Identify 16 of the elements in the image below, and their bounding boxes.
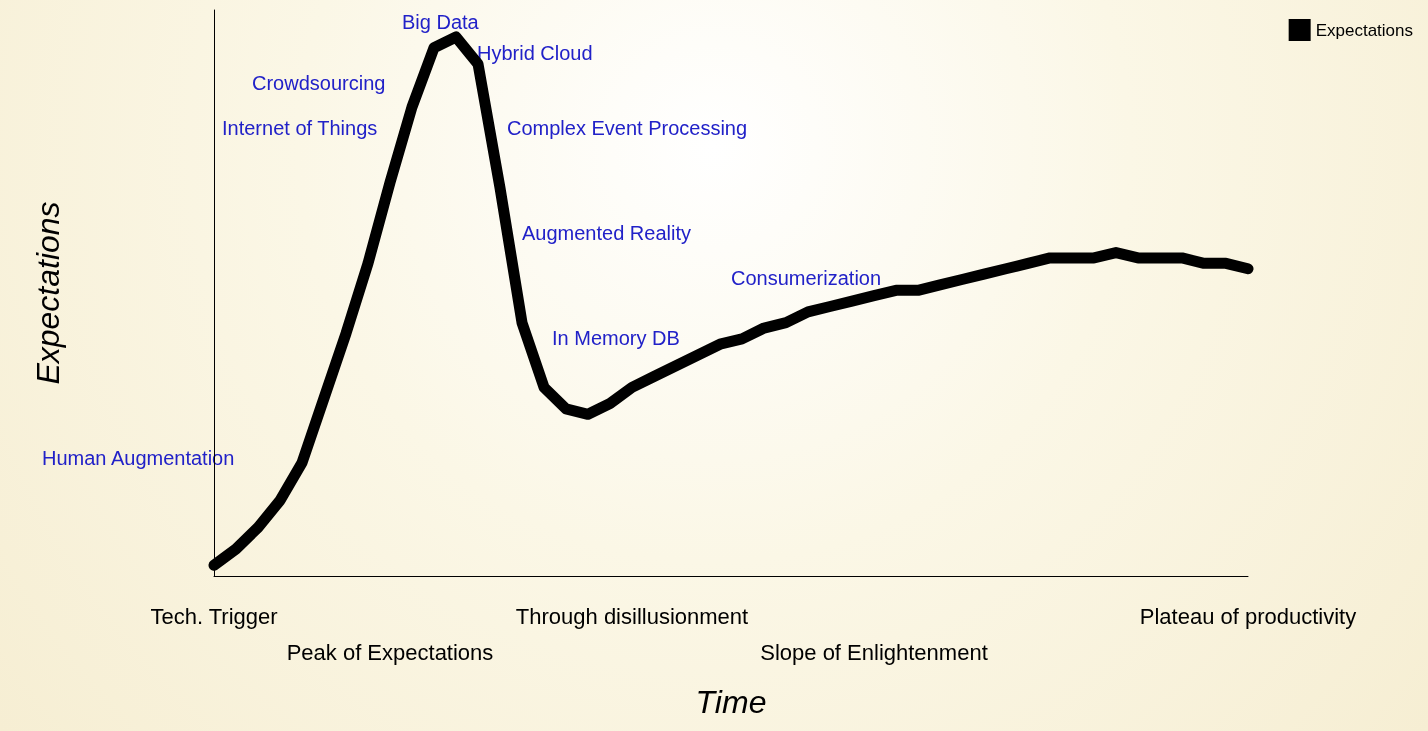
y-axis-title: Expectations [30, 201, 66, 385]
x-axis-title: Time [695, 684, 767, 720]
x-tick-label: Slope of Enlightenment [760, 639, 988, 665]
annotation: Consumerization [731, 267, 882, 289]
annotation: Augmented Reality [522, 222, 691, 244]
annotation: Hybrid Cloud [477, 42, 593, 64]
annotation: Internet of Things [222, 117, 378, 139]
text: Big Data [402, 11, 480, 33]
x-tick-label: Peak of Expectations [286, 639, 494, 665]
annotation: Crowdsourcing [252, 72, 386, 94]
annotation: Complex Event Processing [507, 117, 748, 139]
x-tick-label: Tech. Trigger [150, 603, 278, 629]
legend-label: Expectations [1315, 20, 1414, 40]
x-tick-label: Plateau of productivity [1139, 603, 1357, 629]
x-tick-label: Through disillusionment [515, 603, 749, 629]
annotation: In Memory DB [552, 327, 680, 349]
